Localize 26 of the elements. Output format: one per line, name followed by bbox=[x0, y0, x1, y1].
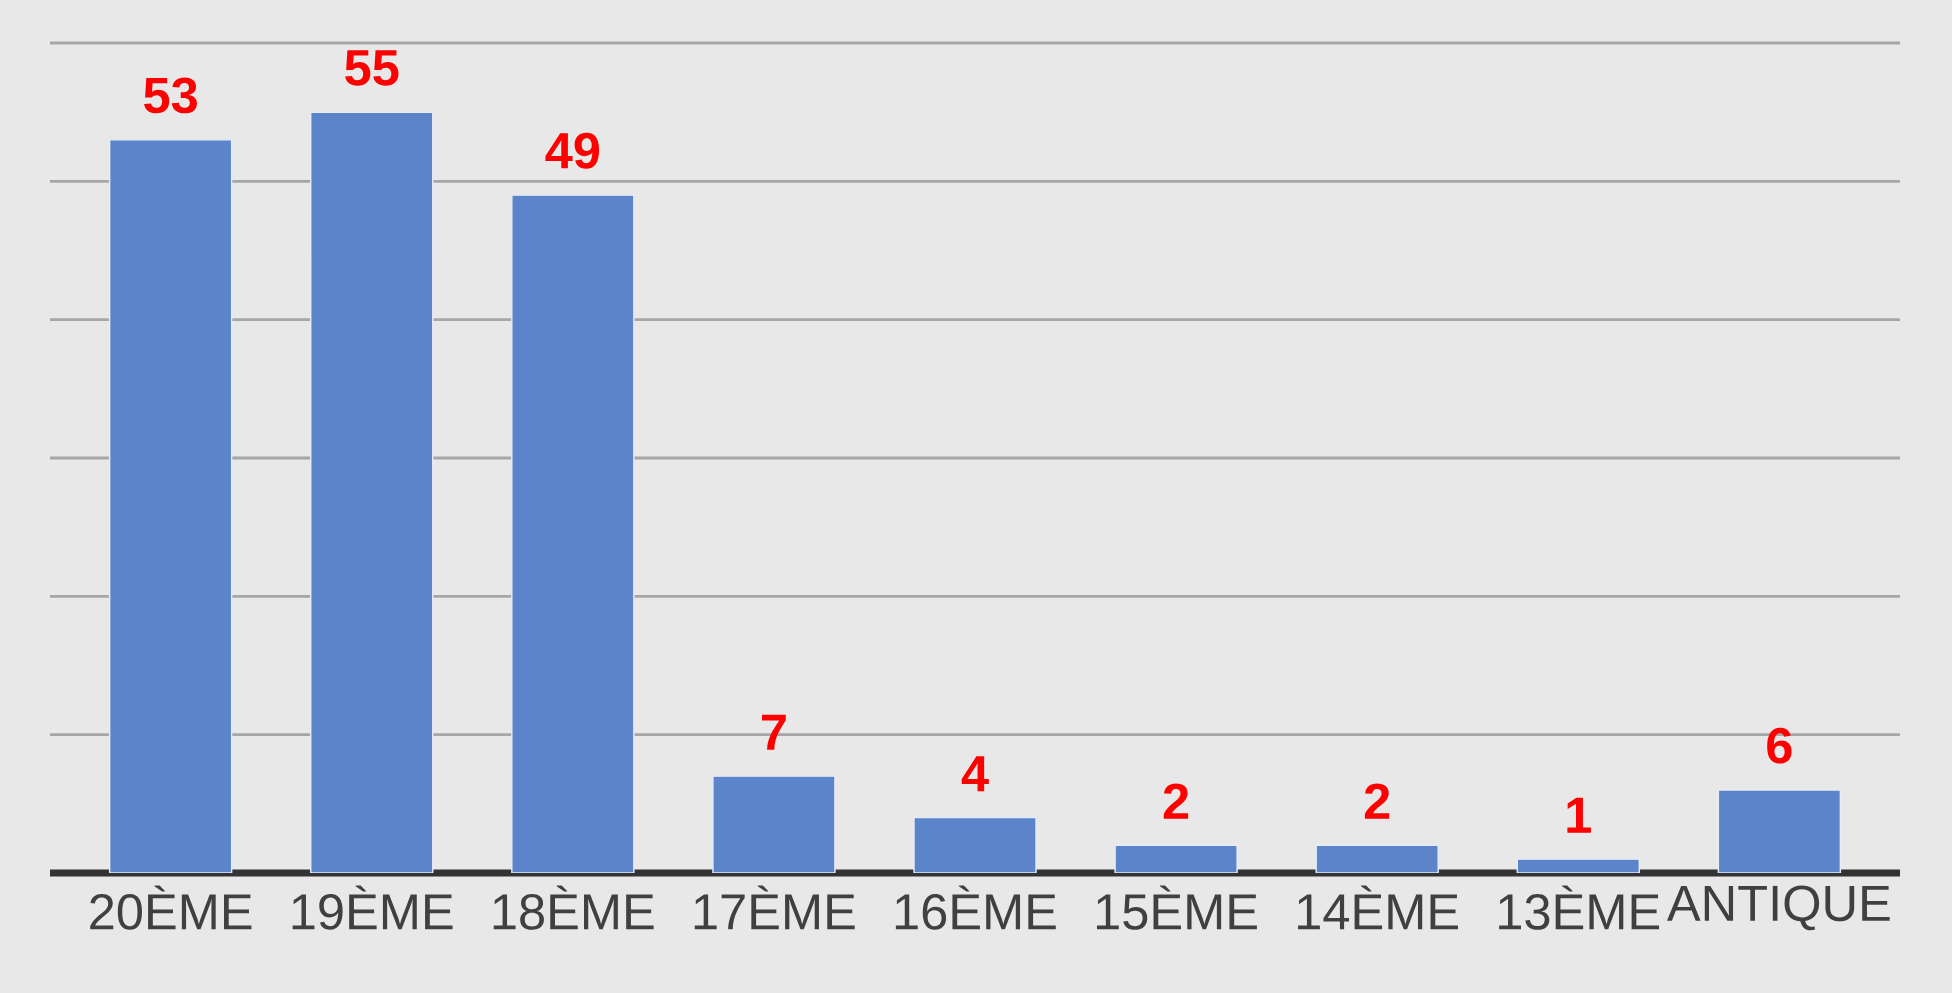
data-label: 7 bbox=[762, 714, 786, 750]
bar bbox=[913, 816, 1037, 873]
bar bbox=[712, 775, 836, 873]
bar bbox=[108, 139, 233, 873]
bar bbox=[1717, 789, 1842, 873]
data-label: 2 bbox=[1364, 783, 1390, 819]
x-tick-label: 16ÈME bbox=[895, 885, 1056, 930]
bar bbox=[310, 111, 434, 873]
data-label: 53 bbox=[144, 77, 197, 114]
x-tick-label: 13ÈME bbox=[1499, 885, 1660, 930]
data-label: 49 bbox=[545, 132, 600, 169]
x-tick-label: 19ÈME bbox=[292, 885, 453, 930]
data-label: 6 bbox=[1767, 727, 1792, 764]
x-tick-label: 15ÈME bbox=[1096, 885, 1257, 930]
data-label: 55 bbox=[345, 50, 399, 86]
bar bbox=[1114, 844, 1238, 873]
data-label: 4 bbox=[961, 756, 989, 792]
x-tick-label: ANTIQUE bbox=[1666, 885, 1890, 931]
bar bbox=[1315, 844, 1439, 873]
x-tick-label: 14ÈME bbox=[1298, 885, 1458, 930]
bar bbox=[511, 194, 635, 873]
data-label: 2 bbox=[1163, 783, 1189, 819]
data-label: 1 bbox=[1567, 797, 1591, 833]
x-tick-label: 20ÈME bbox=[90, 885, 252, 930]
x-tick-label: 17ÈME bbox=[694, 885, 855, 930]
x-tick-label: 18ÈME bbox=[493, 885, 654, 930]
